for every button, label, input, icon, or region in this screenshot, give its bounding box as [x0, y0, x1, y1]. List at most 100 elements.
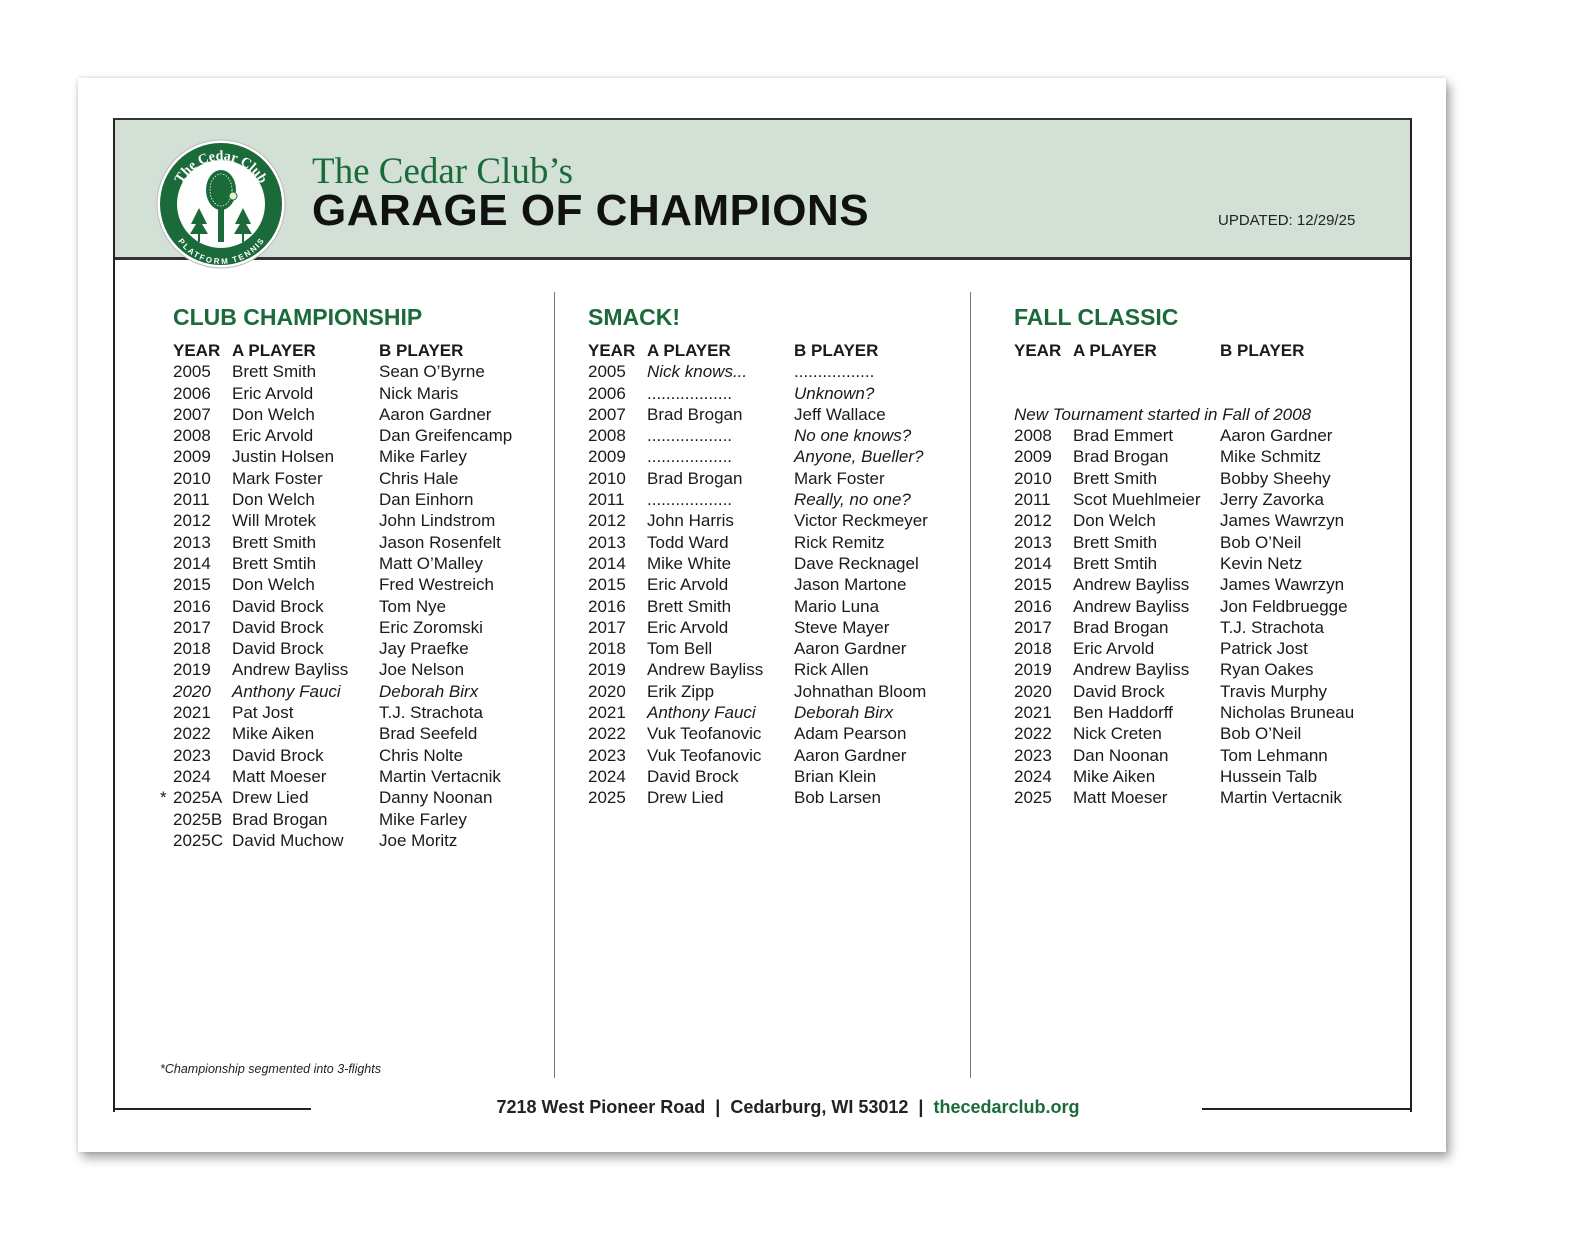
- cell-a-player: Don Welch: [232, 575, 315, 595]
- header-year: YEAR: [588, 341, 636, 360]
- cell-b-player: Sean O’Byrne: [379, 362, 485, 382]
- cell-a-player: ..................: [647, 490, 733, 510]
- champion-row: 2009 Brad Brogan Mike Schmitz: [1014, 446, 1321, 467]
- champion-row: 2012 Will Mrotek John Lindstrom: [173, 510, 495, 531]
- champion-row: 2020 David Brock Travis Murphy: [1014, 681, 1327, 702]
- cell-a-player: ..................: [647, 447, 733, 467]
- cell-b-player: Deborah Birx: [794, 703, 894, 723]
- champion-row: 2023 David Brock Chris Nolte: [173, 745, 463, 766]
- section-smack: SMACK! YEAR A PLAYER B PLAYER 2005 Nick knows…: [588, 304, 928, 809]
- cell-year: 2021: [1014, 703, 1052, 723]
- cell-year: 2024: [588, 766, 626, 786]
- cell-year: 2005: [588, 362, 626, 382]
- cell-year: 2011: [1014, 490, 1051, 510]
- cell-a-player: Eric Arvold: [647, 617, 729, 637]
- header-year: YEAR: [173, 341, 221, 360]
- cell-a-player: Erik Zipp: [647, 681, 715, 701]
- champion-row: 2019 Andrew Bayliss Rick Allen: [588, 659, 869, 680]
- cell-b-player: Brad Seefeld: [379, 724, 478, 744]
- cell-a-player: David Brock: [647, 766, 739, 786]
- cell-b-player: Chris Nolte: [379, 745, 464, 765]
- champion-row: 2012 John Harris Victor Reckmeyer: [588, 510, 928, 531]
- cell-b-player: Victor Reckmeyer: [794, 511, 928, 531]
- cell-year: 2010: [588, 468, 626, 488]
- cell-a-player: Mike Aiken: [1073, 766, 1156, 786]
- cell-year: 2007: [173, 404, 211, 424]
- champion-row: 2017 David Brock Eric Zoromski: [173, 617, 483, 638]
- section-title: FALL CLASSIC: [1014, 304, 1179, 330]
- section-title: CLUB CHAMPIONSHIP: [173, 304, 423, 330]
- cell-b-player: Anyone, Bueller?: [794, 447, 924, 467]
- header-a: A PLAYER: [1073, 341, 1157, 360]
- cell-year: 2021: [173, 703, 211, 723]
- cell-year: 2024: [173, 766, 211, 786]
- cell-year: 2006: [173, 383, 211, 403]
- cell-b-player: Bobby Sheehy: [1220, 468, 1331, 488]
- cell-year: 2020: [173, 681, 211, 701]
- cell-a-player: Eric Arvold: [232, 383, 314, 403]
- cell-b-player: James Wawrzyn: [1220, 575, 1345, 595]
- cell-year: 2025B: [173, 809, 223, 829]
- cell-year: 2018: [1014, 639, 1052, 659]
- cell-b-player: Rick Allen: [794, 660, 869, 680]
- cell-a-player: Nick Creten: [1073, 724, 1162, 744]
- champion-row: 2017 Brad Brogan T.J. Strachota: [1014, 617, 1324, 638]
- cell-a-player: Brad Brogan: [232, 809, 328, 829]
- cell-year: 2016: [588, 596, 626, 616]
- cell-a-player: Vuk Teofanovic: [647, 724, 762, 744]
- section-title: SMACK!: [588, 304, 680, 330]
- champion-row: 2018 Eric Arvold Patrick Jost: [1014, 638, 1311, 659]
- bottom-rule-right: [1202, 1108, 1410, 1110]
- champion-row: 2024 Mike Aiken Hussein Talb: [1014, 766, 1317, 787]
- cell-a-player: Todd Ward: [647, 532, 729, 552]
- cell-a-player: Anthony Fauci: [647, 703, 756, 723]
- champion-row: 2025 Drew Lied Bob Larsen: [588, 787, 881, 808]
- cell-b-player: Jason Martone: [794, 575, 907, 595]
- champion-row: 2009 Justin Holsen Mike Farley: [173, 446, 467, 467]
- cell-a-player: Vuk Teofanovic: [647, 745, 762, 765]
- cell-a-player: Andrew Bayliss: [1073, 660, 1190, 680]
- cell-year: 2019: [1014, 660, 1052, 680]
- cell-a-player: Matt Moeser: [232, 766, 327, 786]
- cell-a-player: Brett Smtih: [1073, 553, 1158, 573]
- cell-b-player: Brian Klein: [794, 766, 877, 786]
- cell-b-player: Dan Einhorn: [379, 490, 474, 510]
- champion-row: 2013 Brett Smith Jason Rosenfelt: [173, 532, 501, 553]
- champion-row: 2019 Andrew Bayliss Joe Nelson: [173, 659, 464, 680]
- section-fall-classic: FALL CLASSIC YEAR A PLAYER B PLAYER New Tour…: [1014, 304, 1354, 809]
- asterisk-marker: *: [160, 788, 167, 808]
- cell-b-player: T.J. Strachota: [379, 703, 483, 723]
- cell-a-player: Brett Smith: [647, 596, 732, 616]
- cell-b-player: Deborah Birx: [379, 681, 479, 701]
- page-title: GARAGE OF CHAMPIONS: [312, 186, 870, 235]
- cell-year: 2020: [1014, 681, 1052, 701]
- cell-year: 2005: [173, 362, 211, 382]
- cell-b-player: Bob Larsen: [794, 788, 881, 808]
- cell-b-player: .................: [794, 362, 875, 382]
- cell-b-player: Chris Hale: [379, 468, 459, 488]
- champion-row: 2021 Pat Jost T.J. Strachota: [173, 702, 483, 723]
- cell-year: 2022: [173, 724, 211, 744]
- bottom-rule-left: [113, 1108, 311, 1110]
- cell-a-player: Don Welch: [1073, 511, 1156, 531]
- cell-a-player: Brett Smith: [232, 532, 317, 552]
- champion-row: 2024 Matt Moeser Martin Vertacnik: [173, 766, 501, 787]
- column-divider: [554, 292, 555, 1078]
- cell-year: 2012: [1014, 511, 1052, 531]
- cell-b-player: Jerry Zavorka: [1220, 490, 1324, 510]
- cell-a-player: ..................: [647, 383, 733, 403]
- champion-row: 2021 Anthony Fauci Deborah Birx: [588, 702, 893, 723]
- footer-sep: |: [715, 1097, 721, 1117]
- cell-a-player: Brad Brogan: [1073, 447, 1169, 467]
- section-note: New Tournament started in Fall of 2008: [1014, 404, 1312, 424]
- cell-b-player: Danny Noonan: [379, 788, 493, 808]
- cell-year: 2017: [588, 617, 626, 637]
- footnote-star: *: [160, 1062, 165, 1076]
- cell-b-player: James Wawrzyn: [1220, 511, 1345, 531]
- cell-a-player: David Muchow: [232, 830, 344, 850]
- cell-b-player: Martin Vertacnik: [1220, 788, 1342, 808]
- website-link[interactable]: thecedarclub.org: [933, 1097, 1080, 1117]
- cell-a-player: Will Mrotek: [232, 511, 317, 531]
- champion-row: 2020 Erik Zipp Johnathan Bloom: [588, 681, 926, 702]
- cell-a-player: Eric Arvold: [647, 575, 729, 595]
